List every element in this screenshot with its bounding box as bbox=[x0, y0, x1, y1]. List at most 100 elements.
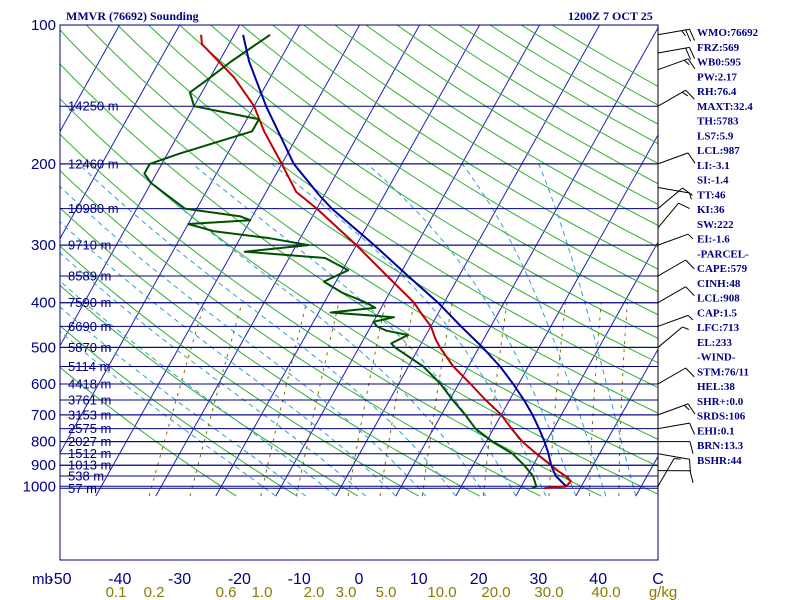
moist-adiabat bbox=[60, 185, 427, 497]
mixing-ratio-tick: 5.0 bbox=[376, 584, 397, 600]
mixing-ratio-line bbox=[148, 302, 206, 497]
height-label: 1512 m bbox=[68, 446, 111, 461]
mixing-ratio-line bbox=[421, 302, 453, 497]
mixing-ratio-tick: 2.0 bbox=[304, 584, 325, 600]
temperature-tick: 0 bbox=[355, 571, 364, 588]
pressure-axis-label: mb bbox=[32, 571, 53, 588]
mixing-ratio-line bbox=[588, 302, 602, 497]
isotherm bbox=[95, 25, 361, 497]
dry-adiabat bbox=[210, 25, 658, 316]
index-item: PW:2.17 bbox=[697, 71, 738, 83]
wind-barb bbox=[657, 326, 689, 348]
mixing-ratio-line bbox=[379, 302, 415, 497]
pressure-tick: 100 bbox=[31, 17, 56, 34]
temperature-tick: -40 bbox=[108, 571, 131, 588]
mixing-ratio-line bbox=[189, 302, 243, 497]
isotherm bbox=[455, 133, 658, 497]
dry-adiabat bbox=[60, 133, 602, 497]
isobar-lines bbox=[60, 25, 658, 489]
temperature-tick: C bbox=[652, 571, 664, 588]
isotherm bbox=[155, 25, 421, 497]
pressure-tick: 600 bbox=[31, 376, 56, 393]
wind-barb-flag bbox=[687, 403, 696, 415]
mixing-ratio-line bbox=[548, 302, 566, 497]
valid-time: 1200Z 7 OCT 25 bbox=[568, 9, 653, 23]
dry-adiabat bbox=[60, 29, 658, 440]
index-item: SI:-1.4 bbox=[697, 175, 729, 187]
mixing-ratio-tick: 30.0 bbox=[534, 584, 563, 600]
wind-barb bbox=[657, 314, 694, 327]
wind-barb-staff bbox=[657, 422, 690, 430]
mixing-ratio-tick: 0.6 bbox=[216, 584, 237, 600]
wind-barb-staff bbox=[657, 286, 686, 304]
index-item: SRDS:106 bbox=[697, 411, 746, 423]
index-item: LCL:908 bbox=[697, 293, 740, 305]
pressure-tick: 300 bbox=[31, 237, 56, 254]
wind-barb-flag bbox=[689, 28, 696, 41]
temperature-tick: 30 bbox=[530, 571, 548, 588]
wind-barb bbox=[657, 458, 681, 487]
index-item: RH:76.4 bbox=[697, 86, 737, 98]
moist-adiabat bbox=[271, 163, 547, 497]
isotherm bbox=[60, 25, 121, 133]
wind-barb-flag bbox=[683, 404, 690, 411]
wind-barb bbox=[657, 367, 695, 385]
mixing-ratio-line bbox=[482, 302, 508, 497]
index-item: TT:46 bbox=[697, 189, 726, 201]
wind-barb-flag bbox=[682, 326, 689, 330]
index-item: -WIND- bbox=[697, 352, 736, 364]
wind-barb-staff bbox=[657, 89, 686, 107]
height-label: 10980 m bbox=[68, 201, 119, 216]
trace-parcel bbox=[242, 34, 567, 488]
wind-barbs bbox=[657, 25, 696, 493]
wind-barb-flag bbox=[689, 441, 694, 454]
wind-barb-staff bbox=[657, 58, 689, 71]
wind-barb-flag bbox=[687, 315, 694, 321]
wind-barb-flag bbox=[689, 192, 692, 200]
wind-barb-flag bbox=[681, 91, 689, 97]
wind-barb-flag bbox=[687, 233, 694, 240]
dry-adiabat bbox=[60, 366, 237, 497]
wind-barb-flag bbox=[689, 459, 691, 472]
temperature-tick: -30 bbox=[168, 571, 191, 588]
wind-barb bbox=[657, 259, 695, 277]
dry-adiabat bbox=[60, 325, 298, 497]
wind-barb bbox=[657, 286, 695, 304]
wind-barb-flag bbox=[685, 259, 695, 270]
dry-adiabat bbox=[520, 25, 658, 106]
index-item: SHR+:0.0 bbox=[697, 396, 744, 408]
mixing-ratio-tick: 40.0 bbox=[591, 584, 620, 600]
wind-barb bbox=[657, 441, 694, 454]
index-item: LS7:5.9 bbox=[697, 130, 734, 142]
wind-barb-staff bbox=[657, 233, 689, 246]
index-item: FRZ:569 bbox=[697, 42, 740, 54]
index-item: LI:-3.1 bbox=[697, 160, 730, 172]
pressure-tick: 1000 bbox=[23, 478, 56, 495]
isotherm bbox=[395, 26, 658, 497]
wind-barb-staff bbox=[657, 152, 689, 165]
mixing-ratio-tick: 1.0 bbox=[252, 584, 273, 600]
height-label: 1013 m bbox=[68, 458, 111, 473]
temperature-tick: 10 bbox=[410, 571, 428, 588]
sounding-indices: WMO:76692 FRZ:569 WB0:595 PW:2.17 RH:76.4 MAX… bbox=[697, 27, 759, 467]
moist-adiabat bbox=[60, 221, 397, 497]
wind-barb-flag bbox=[689, 470, 694, 483]
isotherm-lines bbox=[60, 25, 658, 497]
wind-barb-flag bbox=[683, 59, 690, 66]
height-label: 4418 m bbox=[68, 377, 111, 392]
dry-adiabat-lines bbox=[60, 25, 658, 497]
height-label: 14250 m bbox=[68, 99, 119, 114]
index-item: STM:76/11 bbox=[697, 366, 749, 378]
moist-adiabat bbox=[60, 252, 367, 497]
isotherm bbox=[575, 348, 658, 497]
index-item: CAPE:579 bbox=[697, 263, 748, 275]
moist-adiabat bbox=[461, 163, 607, 497]
wind-barb bbox=[657, 470, 694, 483]
wind-barb-staff bbox=[657, 458, 675, 487]
dry-adiabat bbox=[60, 169, 541, 497]
dry-adiabat bbox=[272, 25, 658, 270]
isotherm bbox=[515, 241, 658, 497]
wind-barb bbox=[657, 89, 695, 107]
dry-adiabat bbox=[117, 25, 658, 389]
moist-adiabat bbox=[60, 280, 337, 497]
